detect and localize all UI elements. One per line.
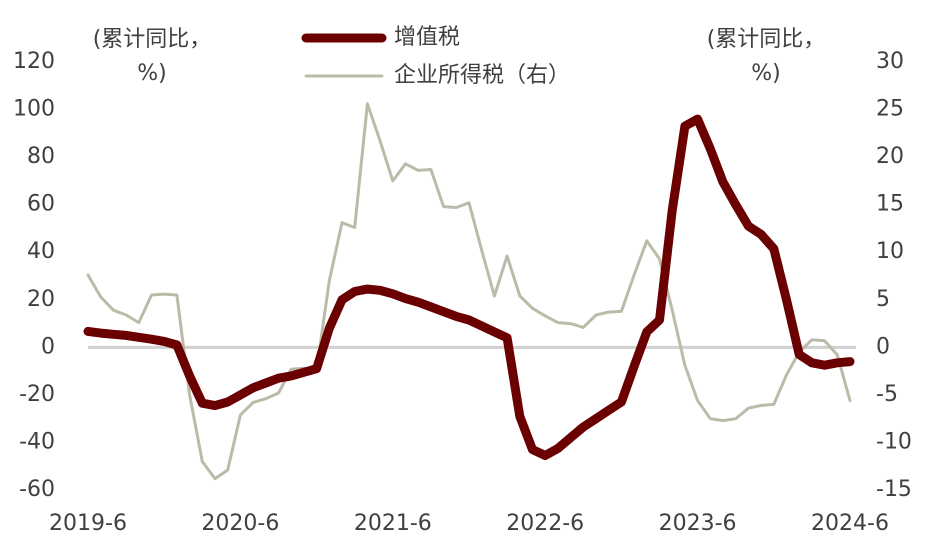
y-tick-label: -40 xyxy=(19,429,55,454)
y2-tick-label: 15 xyxy=(876,192,904,217)
y2-tick-label: 20 xyxy=(876,144,904,169)
y2-tick-label: 5 xyxy=(876,287,890,312)
y-tick-label: 40 xyxy=(27,239,55,264)
y-tick-label: -60 xyxy=(19,477,55,502)
x-tick-label: 2020-6 xyxy=(201,511,279,536)
x-tick-label: 2023-6 xyxy=(659,511,737,536)
x-tick-label: 2021-6 xyxy=(354,511,432,536)
legend-label: 企业所得税（右） xyxy=(394,63,570,88)
y2-tick-label: 25 xyxy=(876,97,904,122)
y-axis-label: %) xyxy=(137,61,167,86)
y2-tick-label: 10 xyxy=(876,239,904,264)
y-axis-label: (累计同比， xyxy=(93,27,212,52)
x-tick-label: 2019-6 xyxy=(49,511,127,536)
y-tick-label: 120 xyxy=(13,49,55,74)
y2-tick-label: -10 xyxy=(876,429,912,454)
y-tick-label: 0 xyxy=(41,334,55,359)
series-line xyxy=(83,114,855,460)
y2-tick-label: 30 xyxy=(876,49,904,74)
y2-axis-label: (累计同比， xyxy=(707,27,826,52)
y-tick-label: 20 xyxy=(27,287,55,312)
y2-axis-label: %) xyxy=(751,61,781,86)
series-line xyxy=(86,102,852,481)
y-tick-label: 60 xyxy=(27,192,55,217)
y2-tick-label: 0 xyxy=(876,334,890,359)
x-tick-label: 2024-6 xyxy=(811,511,889,536)
legend-label: 增值税 xyxy=(394,25,460,50)
y-tick-label: 100 xyxy=(13,97,55,122)
y2-tick-label: -15 xyxy=(876,477,912,502)
y2-tick-label: -5 xyxy=(876,382,898,407)
y-tick-label: -20 xyxy=(19,382,55,407)
x-tick-label: 2022-6 xyxy=(506,511,584,536)
y-tick-label: 80 xyxy=(27,144,55,169)
